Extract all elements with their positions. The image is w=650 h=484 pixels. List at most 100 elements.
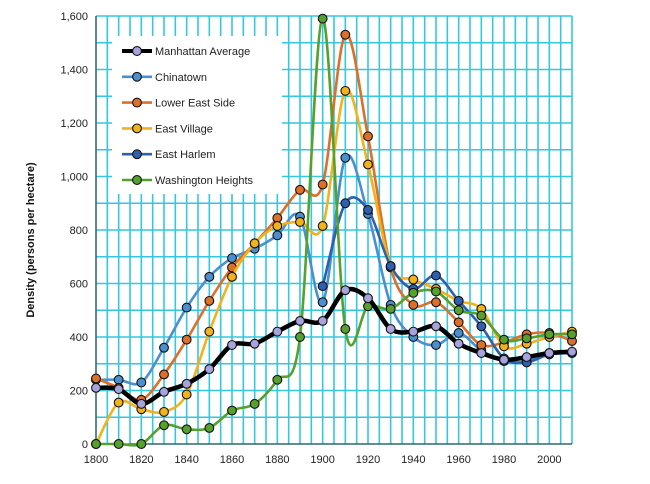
legend-item-east-harlem: East Harlem: [122, 149, 216, 161]
data-point: [113, 384, 124, 395]
legend-item-chinatown: Chinatown: [122, 72, 207, 84]
data-point: [453, 338, 464, 349]
x-tick-label: 1800: [84, 454, 108, 466]
data-point: [272, 230, 283, 241]
data-point: [227, 253, 237, 264]
data-point: [385, 303, 396, 314]
data-point: [431, 321, 441, 332]
data-point: [136, 439, 147, 449]
data-point: [363, 293, 373, 304]
legend-label: Washington Heights: [155, 175, 254, 187]
data-point: [317, 221, 328, 231]
data-point: [136, 398, 147, 409]
data-point: [476, 348, 487, 358]
x-tick-label: 1840: [174, 454, 198, 466]
data-point: [113, 397, 124, 408]
y-tick-label: 1,000: [60, 172, 88, 184]
data-point: [476, 310, 487, 321]
data-point: [521, 333, 532, 344]
legend-label: Manhattan Average: [155, 46, 250, 58]
data-point: [136, 377, 147, 388]
data-point: [453, 295, 464, 306]
data-point: [159, 406, 169, 417]
legend-swatch-marker: [132, 46, 142, 56]
legend-swatch-marker: [132, 123, 142, 134]
data-point: [91, 439, 101, 449]
data-point: [113, 439, 124, 449]
data-point: [340, 85, 351, 96]
data-point: [340, 285, 351, 296]
data-point: [408, 326, 419, 337]
x-tick-label: 1820: [129, 454, 153, 466]
data-point: [204, 271, 215, 282]
data-point: [204, 295, 215, 306]
data-point: [181, 424, 192, 435]
data-point: [295, 217, 305, 227]
legend-label: Lower East Side: [155, 98, 235, 110]
legend-label: Chinatown: [155, 72, 207, 84]
data-point: [227, 340, 237, 350]
data-point: [499, 354, 509, 365]
y-axis-title: Density (persons per hectare): [25, 162, 37, 318]
data-point: [521, 352, 532, 363]
data-point: [431, 340, 441, 350]
legend-label: East Harlem: [155, 149, 216, 161]
data-point: [567, 346, 577, 357]
data-point: [340, 198, 351, 209]
data-point: [340, 29, 351, 40]
data-point: [272, 374, 283, 385]
data-point: [544, 329, 555, 340]
data-point: [340, 324, 351, 334]
x-tick-label: 1900: [310, 454, 334, 466]
data-point: [204, 423, 215, 433]
data-point: [249, 238, 260, 249]
data-point: [408, 299, 419, 310]
data-point: [181, 378, 192, 389]
data-point: [453, 328, 464, 338]
data-point: [249, 338, 260, 349]
series-line-east-village: [94, 88, 574, 446]
data-point: [159, 369, 169, 380]
legend-item-manhattan-average: Manhattan Average: [122, 46, 250, 58]
data-point: [295, 316, 305, 326]
data-point: [363, 131, 373, 142]
data-point: [227, 271, 237, 282]
data-point: [181, 389, 192, 400]
data-point: [431, 297, 441, 308]
data-point: [453, 317, 464, 328]
data-point: [91, 373, 101, 384]
legend-item-east-village: East Village: [122, 123, 213, 135]
data-point: [317, 179, 328, 190]
data-point: [249, 398, 260, 409]
data-point: [408, 274, 419, 285]
x-tick-label: 1860: [220, 454, 244, 466]
data-point: [453, 305, 464, 316]
x-tick-label: 1980: [492, 454, 516, 466]
x-tick-label: 1920: [356, 454, 380, 466]
series-washington-heights: [91, 13, 577, 449]
data-point: [227, 405, 237, 416]
data-point: [363, 204, 373, 215]
x-tick-label: 1880: [265, 454, 289, 466]
x-tick-label: 1940: [401, 454, 425, 466]
data-point: [272, 221, 283, 231]
y-tick-label: 200: [70, 386, 88, 398]
data-point: [181, 334, 192, 345]
y-tick-label: 1,200: [60, 118, 88, 130]
y-tick-label: 600: [70, 279, 88, 291]
x-tick-label: 1960: [446, 454, 470, 466]
data-point: [204, 364, 215, 375]
y-tick-label: 400: [70, 332, 88, 344]
data-point: [431, 286, 441, 297]
data-point: [544, 348, 555, 358]
legend-label: East Village: [155, 123, 213, 135]
x-tick-label: 2000: [537, 454, 561, 466]
data-point: [295, 332, 305, 342]
legend-swatch-marker: [132, 97, 142, 108]
data-point: [476, 321, 487, 332]
data-point: [159, 420, 169, 431]
data-point: [159, 342, 169, 353]
data-point: [317, 297, 328, 308]
legend-item-washington-heights: Washington Heights: [122, 175, 254, 187]
